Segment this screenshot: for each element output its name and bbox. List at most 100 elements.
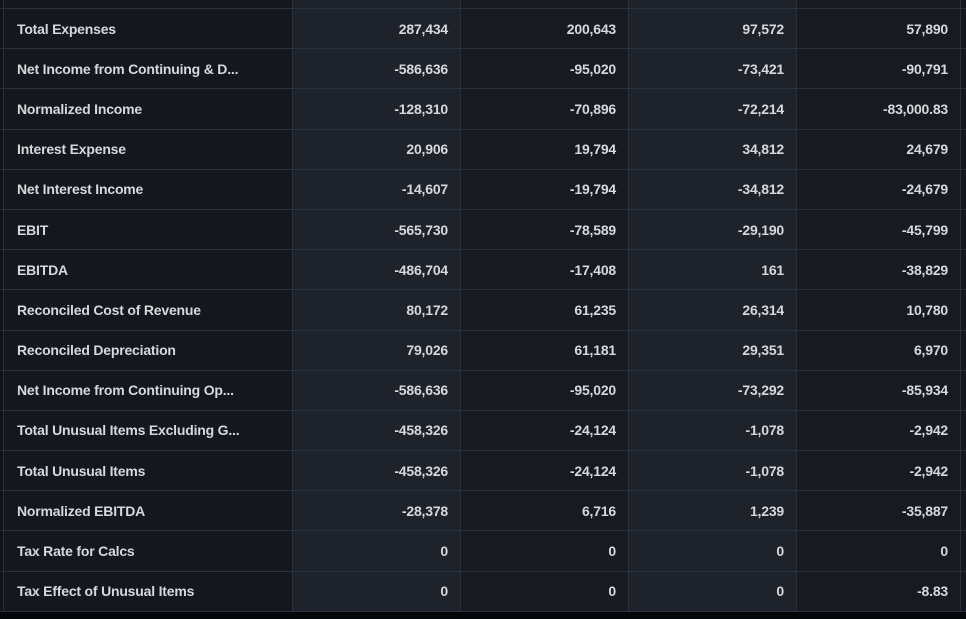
row-value-col3: -1,078 — [629, 451, 797, 491]
right-sliver-column — [961, 330, 966, 370]
row-label: Net Income from Continuing Op... — [3, 370, 293, 410]
row-value-col3: -73,421 — [629, 49, 797, 89]
table-row[interactable]: Reconciled Cost of Revenue 80,172 61,235… — [0, 290, 966, 331]
left-edge-strip — [0, 370, 3, 410]
right-sliver-column — [961, 9, 966, 49]
right-sliver-column — [961, 129, 966, 169]
row-value-col2: 61,235 — [461, 290, 629, 330]
row-label: Normalized Income — [3, 89, 293, 129]
right-sliver-column — [961, 209, 966, 250]
row-value-col2: 6,716 — [461, 491, 629, 531]
table-row[interactable]: Net Income from Continuing Op... -586,63… — [0, 370, 966, 411]
row-value-col3: -34,812 — [629, 169, 797, 209]
row-value-col2: -70,896 — [461, 89, 629, 129]
row-value-col4: 57,890 — [797, 9, 961, 49]
table-row[interactable]: Tax Effect of Unusual Items 0 0 0 -8.83 — [0, 571, 966, 612]
row-value-col2: -24,124 — [461, 410, 629, 451]
row-label: EBITDA — [3, 250, 293, 290]
left-edge-strip — [0, 330, 3, 370]
row-value-col3: -29,190 — [629, 209, 797, 250]
table-row[interactable]: Net Income from Continuing & D... -586,6… — [0, 49, 966, 90]
row-value-col4: -38,829 — [797, 250, 961, 290]
table-row[interactable]: Net Interest Income -14,607 -19,794 -34,… — [0, 169, 966, 210]
left-edge-strip — [0, 209, 3, 250]
row-value-col4: -2,942 — [797, 410, 961, 451]
row-value-col3: -72,214 — [629, 89, 797, 129]
row-label: EBIT — [3, 209, 293, 250]
partial-row-value-cell — [461, 0, 629, 8]
row-value-col1: 79,026 — [293, 330, 461, 370]
left-edge-strip — [0, 129, 3, 169]
row-label: Interest Expense — [3, 129, 293, 169]
row-label: Normalized EBITDA — [3, 491, 293, 531]
row-value-col4: -2,942 — [797, 451, 961, 491]
right-sliver-column — [961, 491, 966, 531]
right-sliver-column — [961, 290, 966, 330]
row-value-col4: -45,799 — [797, 209, 961, 250]
right-sliver-column — [961, 370, 966, 410]
right-sliver-column — [961, 410, 966, 451]
row-value-col2: -19,794 — [461, 169, 629, 209]
row-value-col3: 97,572 — [629, 9, 797, 49]
row-value-col1: -458,326 — [293, 451, 461, 491]
row-value-col3: 34,812 — [629, 129, 797, 169]
row-label: Total Unusual Items — [3, 451, 293, 491]
row-value-col3: 1,239 — [629, 491, 797, 531]
row-value-col3: -1,078 — [629, 410, 797, 451]
row-value-col3: 29,351 — [629, 330, 797, 370]
row-label: Net Interest Income — [3, 169, 293, 209]
row-value-col1: 80,172 — [293, 290, 461, 330]
row-label: Tax Effect of Unusual Items — [3, 571, 293, 611]
row-value-col2: -78,589 — [461, 209, 629, 250]
row-value-col1: -586,636 — [293, 49, 461, 89]
row-value-col4: -83,000.83 — [797, 89, 961, 129]
row-value-col1: 287,434 — [293, 9, 461, 49]
bottom-gutter — [0, 611, 966, 619]
left-edge-strip — [0, 0, 3, 8]
partial-row-value-cell — [797, 0, 961, 8]
row-value-col2: 0 — [461, 531, 629, 571]
left-edge-strip — [0, 169, 3, 209]
row-value-col2: -24,124 — [461, 451, 629, 491]
row-value-col3: -73,292 — [629, 370, 797, 410]
row-value-col3: 26,314 — [629, 290, 797, 330]
row-value-col3: 0 — [629, 571, 797, 611]
left-edge-strip — [0, 89, 3, 129]
row-value-col1: -486,704 — [293, 250, 461, 290]
table-row[interactable]: Interest Expense 20,906 19,794 34,812 24… — [0, 129, 966, 170]
row-value-col2: 19,794 — [461, 129, 629, 169]
right-sliver-column — [961, 49, 966, 89]
row-value-col1: -14,607 — [293, 169, 461, 209]
table-body[interactable]: Total Expenses 287,434 200,643 97,572 57… — [0, 9, 966, 612]
table-row[interactable]: Tax Rate for Calcs 0 0 0 0 — [0, 531, 966, 572]
table-row[interactable]: Normalized EBITDA -28,378 6,716 1,239 -3… — [0, 491, 966, 532]
table-row[interactable]: EBITDA -486,704 -17,408 161 -38,829 — [0, 250, 966, 291]
table-row[interactable]: Reconciled Depreciation 79,026 61,181 29… — [0, 330, 966, 371]
row-value-col4: -90,791 — [797, 49, 961, 89]
row-label: Reconciled Depreciation — [3, 330, 293, 370]
row-label: Total Unusual Items Excluding G... — [3, 410, 293, 451]
row-value-col1: 0 — [293, 531, 461, 571]
left-edge-strip — [0, 9, 3, 49]
right-sliver-column — [961, 571, 966, 611]
row-label: Reconciled Cost of Revenue — [3, 290, 293, 330]
left-edge-strip — [0, 290, 3, 330]
row-value-col1: 0 — [293, 571, 461, 611]
partial-row-value-cell — [293, 0, 461, 8]
row-value-col2: -95,020 — [461, 49, 629, 89]
row-value-col4: 10,780 — [797, 290, 961, 330]
table-row[interactable]: Total Expenses 287,434 200,643 97,572 57… — [0, 9, 966, 50]
table-row[interactable]: Total Unusual Items Excluding G... -458,… — [0, 410, 966, 452]
left-edge-strip — [0, 451, 3, 491]
row-value-col1: -565,730 — [293, 209, 461, 250]
row-value-col3: 0 — [629, 531, 797, 571]
table-row[interactable]: Total Unusual Items -458,326 -24,124 -1,… — [0, 451, 966, 492]
row-value-col4: -8.83 — [797, 571, 961, 611]
right-sliver-column — [961, 531, 966, 571]
table-row[interactable]: EBIT -565,730 -78,589 -29,190 -45,799 — [0, 209, 966, 251]
table-row[interactable]: Normalized Income -128,310 -70,896 -72,2… — [0, 89, 966, 130]
row-value-col1: 20,906 — [293, 129, 461, 169]
right-sliver-column — [961, 169, 966, 209]
right-sliver-column — [961, 451, 966, 491]
